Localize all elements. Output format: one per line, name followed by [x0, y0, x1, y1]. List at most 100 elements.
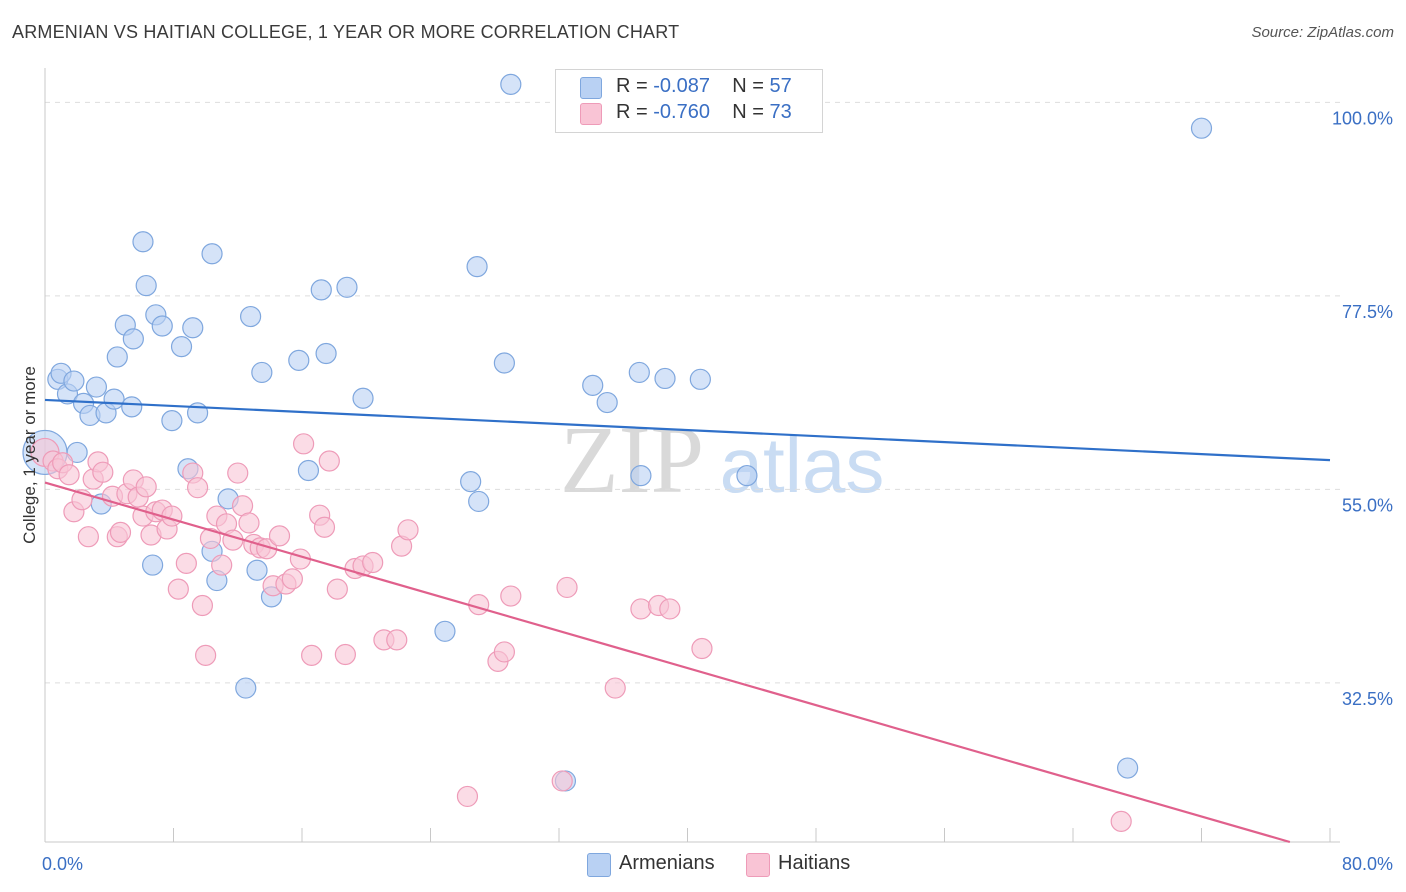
haitian-point: [691, 637, 713, 660]
armenian-point: [582, 374, 604, 396]
haitian-point: [199, 527, 222, 550]
trend-lines: [44, 398, 1331, 844]
haitian-point: [191, 594, 214, 617]
armenian-point: [151, 315, 173, 337]
haitians-swatch: [580, 103, 602, 125]
y-tick-label: 77.5%: [1342, 302, 1393, 322]
armenian-point: [170, 336, 193, 358]
source-credit: Source: ZipAtlas.com: [1251, 24, 1394, 41]
armenian-point: [315, 342, 337, 365]
watermark-zip: ZIP: [560, 406, 704, 513]
armenian-point: [460, 471, 482, 493]
haitian-point: [551, 770, 573, 792]
armenian-point: [1117, 757, 1139, 779]
haitian-point: [135, 476, 157, 498]
armenians-r-value: -0.087: [653, 75, 710, 97]
haitian-point: [362, 551, 384, 574]
haitian-point: [268, 525, 291, 547]
armenian-point: [85, 376, 108, 398]
n-label: N =: [732, 101, 764, 123]
armenian-point: [736, 465, 758, 487]
armenian-point: [1190, 117, 1213, 139]
n-label: N =: [732, 75, 764, 97]
armenian-point: [336, 276, 358, 298]
armenian-point: [297, 459, 320, 482]
armenian-point: [493, 352, 515, 374]
haitian-point: [318, 450, 340, 472]
armenian-point: [310, 279, 332, 301]
haitian-point: [195, 644, 217, 666]
armenian-points: [22, 73, 1213, 792]
haitian-point: [293, 433, 315, 455]
haitian-point: [211, 554, 233, 576]
haitians-legend-label: Haitians: [778, 852, 851, 874]
haitian-point: [109, 521, 132, 544]
haitians-n-value: 73: [769, 101, 792, 123]
haitian-points: [30, 433, 1132, 832]
legend-haitians-text: R = -0.760 N = 73: [616, 101, 792, 124]
haitian-point: [659, 598, 681, 620]
armenian-point: [182, 317, 204, 339]
haitian-point: [326, 578, 348, 600]
armenian-point: [66, 441, 88, 464]
haitians-legend-swatch: [746, 853, 770, 877]
haitian-point: [167, 578, 189, 600]
armenian-point: [135, 274, 157, 297]
haitian-point: [334, 643, 356, 666]
armenian-point: [689, 368, 711, 390]
haitians-r-value: -0.760: [653, 101, 710, 123]
haitian-point: [456, 785, 479, 808]
y-tick-labels: 32.5% 55.0% 77.5% 100.0%: [1332, 108, 1393, 709]
zipatlas-watermark: ZIP atlas: [560, 406, 884, 513]
haitian-point: [175, 552, 197, 574]
haitian-point: [556, 576, 578, 599]
armenian-point: [63, 370, 85, 392]
haitian-point: [313, 516, 336, 538]
haitians-trend-line: [44, 481, 1291, 844]
haitian-point: [227, 462, 249, 484]
armenian-point: [352, 387, 374, 409]
haitian-point: [222, 529, 244, 551]
armenian-point: [468, 490, 490, 513]
armenian-point: [434, 620, 456, 642]
y-axis-label: College, 1 year or more: [20, 366, 39, 544]
y-tick-label: 55.0%: [1342, 495, 1393, 515]
armenian-point: [246, 559, 268, 581]
haitian-point: [58, 464, 80, 486]
armenian-point: [288, 349, 310, 371]
y-tick-label: 32.5%: [1342, 689, 1393, 709]
armenian-point: [106, 346, 128, 368]
armenian-point: [201, 243, 223, 265]
armenian-point: [240, 305, 262, 328]
haitian-point: [238, 512, 260, 534]
armenian-point: [596, 391, 618, 414]
r-label: R =: [616, 75, 648, 97]
armenian-point: [500, 73, 522, 95]
x-tick-label-max: 80.0%: [1342, 854, 1393, 874]
armenian-point: [466, 256, 488, 278]
legend-armenians-text: R = -0.087 N = 57: [616, 75, 792, 98]
haitian-point: [301, 644, 323, 666]
haitian-point: [386, 629, 408, 651]
armenian-point: [235, 677, 257, 699]
armenian-point: [251, 361, 273, 384]
x-tick-label-min: 0.0%: [42, 854, 83, 874]
armenian-point: [628, 361, 650, 384]
armenian-point: [103, 388, 125, 410]
armenian-point: [132, 231, 154, 253]
x-tick-marks: [44, 828, 1331, 842]
armenian-point: [142, 554, 164, 576]
watermark-atlas: atlas: [720, 421, 885, 509]
armenians-trend-line: [44, 398, 1331, 462]
haitian-point: [281, 568, 303, 590]
armenians-legend-label: Armenians: [619, 852, 715, 874]
armenian-point: [122, 328, 144, 350]
armenians-swatch: [580, 77, 602, 99]
haitian-point: [630, 598, 652, 620]
r-label: R =: [616, 101, 648, 123]
y-tick-label: 100.0%: [1332, 108, 1393, 128]
armenians-legend-swatch: [587, 853, 611, 877]
haitian-point: [500, 585, 522, 607]
haitian-point: [92, 461, 114, 483]
